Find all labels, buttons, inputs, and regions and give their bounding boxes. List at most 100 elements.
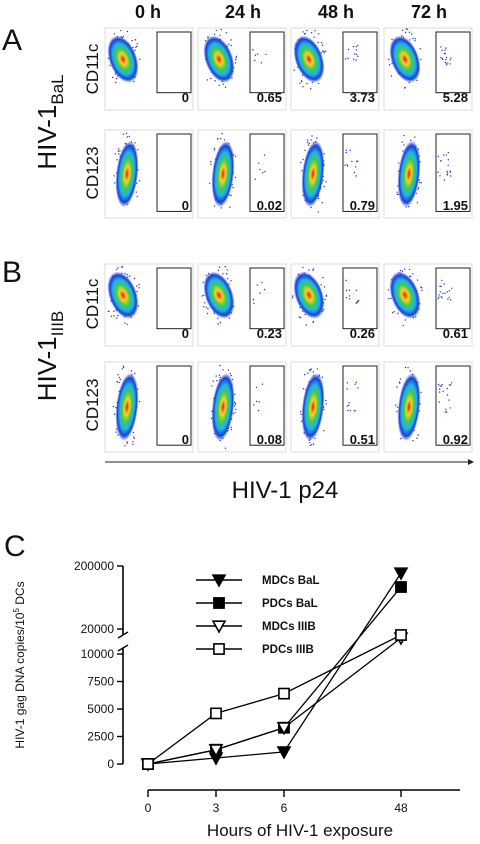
- flow-plot: 0: [104, 361, 194, 453]
- event-dot: [301, 81, 303, 83]
- event-dot: [139, 58, 141, 60]
- virus-name: HIV-1: [32, 105, 62, 170]
- event-dot: [112, 405, 115, 408]
- density-blob: [389, 271, 421, 319]
- event-dot: [210, 163, 212, 165]
- event-dot: [420, 391, 422, 394]
- gated-dot: [444, 411, 447, 413]
- gated-dot: [448, 399, 450, 401]
- gated-dot: [445, 154, 447, 156]
- marker: [210, 707, 222, 720]
- plot-frame: [290, 361, 380, 453]
- event-dot: [420, 286, 422, 288]
- x-tick-label: 3: [213, 801, 220, 815]
- virus-label: HIV-1IIIB: [32, 311, 67, 402]
- event-dot: [312, 371, 314, 373]
- event-dot: [138, 400, 141, 403]
- event-dot: [322, 276, 324, 279]
- gated-dot: [259, 168, 261, 171]
- event-dot: [304, 374, 306, 376]
- event-dot: [407, 367, 409, 369]
- gated-dot: [347, 48, 350, 51]
- gated-dot: [254, 178, 256, 180]
- event-dot: [312, 268, 315, 270]
- event-dot: [207, 36, 209, 38]
- event-dot: [397, 312, 399, 315]
- event-dot: [416, 202, 419, 204]
- event-dot: [417, 188, 419, 190]
- event-dot: [213, 147, 216, 150]
- event-dot: [116, 268, 118, 271]
- legend-label: MDCs IIIB: [262, 621, 316, 633]
- flow-plot: 0.02: [197, 129, 287, 219]
- event-dot: [220, 28, 222, 31]
- event-dot: [226, 269, 228, 271]
- event-dot: [235, 57, 237, 59]
- gated-dot: [346, 165, 349, 167]
- gate: [435, 365, 471, 446]
- event-dot: [116, 317, 118, 319]
- event-dot: [138, 283, 140, 286]
- legend-label: MDCs BaL: [262, 575, 320, 587]
- density-blob: [301, 372, 325, 442]
- event-dot: [122, 365, 125, 367]
- gated-dot: [253, 302, 255, 305]
- event-dot: [302, 266, 304, 269]
- gated-dot: [349, 149, 351, 152]
- event-dot: [116, 159, 118, 161]
- gated-dot: [257, 409, 260, 412]
- event-dot: [325, 181, 327, 183]
- gated-dot: [442, 292, 444, 295]
- event-dot: [321, 376, 324, 378]
- event-dot: [210, 161, 212, 163]
- gated-dot: [261, 383, 264, 385]
- gated-dot: [354, 383, 356, 385]
- gated-dot: [348, 402, 350, 404]
- event-dot: [405, 28, 407, 30]
- y-tick-label: 7500: [87, 675, 114, 689]
- flow-plot: 0: [104, 263, 194, 347]
- event-dot: [316, 137, 318, 139]
- event-dot: [293, 69, 295, 71]
- event-dot: [396, 410, 398, 413]
- density-blob: [107, 35, 139, 83]
- x-tick-label: 6: [281, 801, 288, 815]
- gate: [249, 133, 285, 212]
- event-dot: [309, 442, 311, 444]
- event-dot: [235, 408, 237, 411]
- gate-percent: 0.23: [257, 326, 282, 341]
- event-dot: [391, 312, 394, 314]
- event-dot: [404, 87, 406, 89]
- event-dot: [232, 186, 234, 189]
- event-dot: [209, 182, 211, 184]
- gate: [249, 365, 285, 446]
- gated-dot: [252, 49, 254, 51]
- event-dot: [117, 374, 119, 376]
- x-tick-label: 48: [394, 801, 408, 815]
- event-dot: [134, 142, 136, 144]
- gated-dot: [348, 295, 351, 297]
- marker-label: CD11c: [83, 278, 102, 329]
- event-dot: [393, 311, 395, 313]
- event-dot: [226, 273, 228, 275]
- x-tick-label: 0: [145, 801, 152, 815]
- gated-dot: [352, 45, 355, 48]
- density-blob: [115, 372, 139, 442]
- gated-dot: [439, 385, 441, 387]
- gated-dot: [357, 44, 359, 47]
- gated-dot: [355, 302, 357, 304]
- series-line: [147, 572, 402, 765]
- event-dot: [230, 39, 232, 41]
- density-blob: [211, 372, 235, 442]
- event-dot: [414, 136, 416, 138]
- axis-break: [117, 631, 129, 639]
- panel-letter: C: [4, 530, 26, 563]
- event-dot: [218, 266, 221, 268]
- gated-dot: [442, 58, 444, 61]
- gated-dot: [440, 385, 443, 387]
- event-dot: [224, 447, 227, 449]
- event-dot: [323, 185, 325, 188]
- event-dot: [211, 385, 213, 387]
- event-dot: [308, 142, 310, 145]
- gated-dot: [258, 401, 260, 403]
